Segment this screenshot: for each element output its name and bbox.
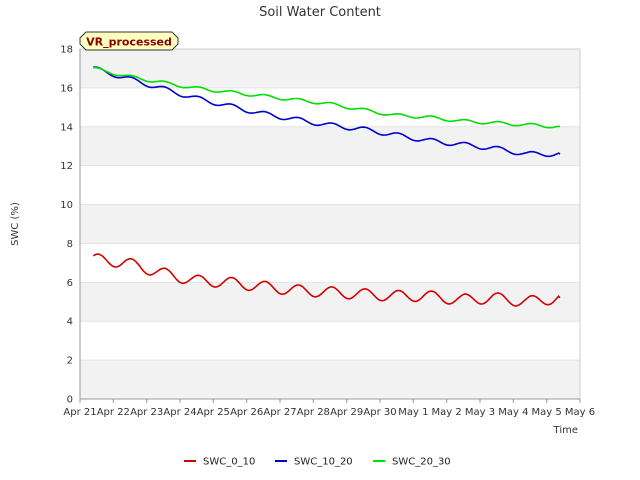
grid-band [80, 204, 580, 244]
x-ticks: Apr 21 Apr 22 Apr 23 Apr 24 Apr 25 Apr 26 Apr … [63, 399, 595, 418]
legend-label: SWC_10_20 [294, 457, 353, 468]
chart-title: Soil Water Content [259, 5, 381, 20]
x-tick-label: May 5 [532, 407, 562, 418]
vr-processed-badge: VR_processed [79, 31, 179, 51]
y-tick-label: 16 [60, 83, 73, 94]
badge-shape [79, 31, 179, 51]
x-tick-label: Apr 23 [130, 407, 163, 418]
x-tick-label: May 4 [498, 407, 528, 418]
y-tick-label: 18 [60, 45, 73, 56]
x-tick-label: May 6 [565, 407, 595, 418]
y-tick-label: 4 [67, 317, 73, 328]
x-tick-label: May 3 [465, 407, 495, 418]
y-tick-label: 14 [60, 122, 73, 133]
y-tick-label: 2 [67, 356, 73, 367]
y-tick-label: 8 [67, 239, 73, 250]
x-tick-label: Apr 28 [297, 407, 330, 418]
grid-band [80, 360, 580, 399]
x-tick-label: Apr 25 [197, 407, 230, 418]
x-axis-label: Time [553, 425, 578, 436]
x-tick-label: Apr 29 [330, 407, 363, 418]
grid-band [80, 126, 580, 166]
y-ticks: 0 2 4 6 8 10 12 14 16 18 [60, 45, 73, 406]
x-tick-label: Apr 22 [97, 407, 130, 418]
y-axis-label: SWC (%) [10, 202, 21, 246]
grid-band [80, 282, 580, 322]
series-lines [92, 66, 561, 307]
x-tick-label: Apr 24 [163, 407, 196, 418]
series-line-swc-0-10 [92, 253, 561, 307]
y-tick-label: 12 [60, 161, 73, 172]
y-tick-label: 6 [67, 278, 73, 289]
y-tick-label: 0 [67, 395, 73, 406]
legend: SWC_0_10 SWC_10_20 SWC_20_30 [184, 457, 451, 468]
x-tick-label: Apr 21 [63, 407, 96, 418]
plot-background-bands [80, 49, 580, 400]
x-tick-label: Apr 27 [263, 407, 296, 418]
series-line-swc-10-20 [93, 66, 561, 158]
series-line-swc-20-30 [93, 66, 561, 129]
x-tick-label: Apr 30 [363, 407, 396, 418]
x-tick-label: May 1 [398, 407, 428, 418]
legend-label: SWC_20_30 [392, 457, 451, 468]
x-tick-label: Apr 26 [230, 407, 263, 418]
badge-label: VR_processed [86, 36, 172, 49]
legend-label: SWC_0_10 [203, 457, 255, 468]
x-tick-label: May 2 [432, 407, 462, 418]
y-tick-label: 10 [60, 200, 73, 211]
